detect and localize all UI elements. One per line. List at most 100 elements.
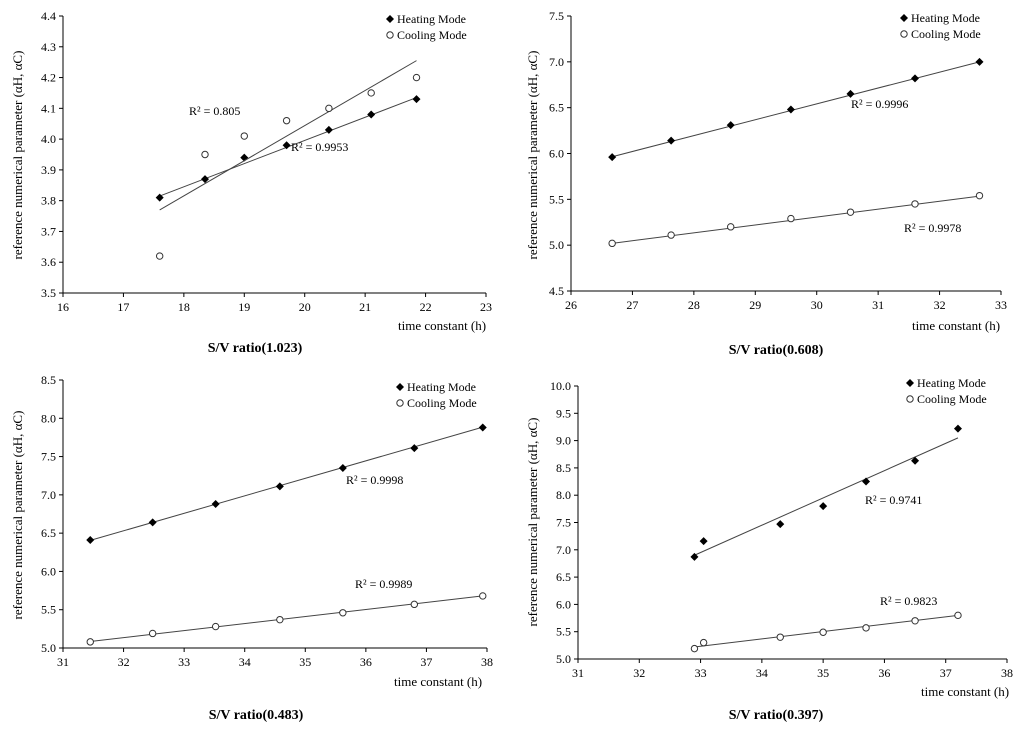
x-tick-label: 28 — [688, 298, 700, 312]
legend-label: Cooling Mode — [397, 28, 467, 42]
r-squared-label: R² = 0.9823 — [880, 594, 937, 608]
legend: Heating Mode Cooling Mode — [900, 11, 981, 41]
y-tick-label: 8.5 — [41, 373, 56, 387]
heating-data-point — [975, 57, 984, 66]
y-tick-label: 7.0 — [549, 55, 564, 69]
r-squared-label: R² = 0.9998 — [346, 473, 403, 487]
x-axis-label: time constant (h) — [912, 318, 1000, 333]
x-tick-label: 16 — [57, 300, 69, 314]
legend-heating-marker — [900, 14, 908, 22]
x-tick-label: 37 — [420, 655, 432, 669]
legend-heating-marker — [386, 15, 394, 23]
x-tick-label: 20 — [299, 300, 311, 314]
x-axis-label: time constant (h) — [394, 674, 482, 689]
legend: Heating Mode Cooling Mode — [386, 12, 467, 42]
legend: Heating Mode Cooling Mode — [396, 380, 477, 410]
chart-caption: S/V ratio(0.608) — [729, 343, 824, 358]
cooling-data-point — [367, 89, 375, 97]
x-tick-label: 33 — [178, 655, 190, 669]
cooling-data-point — [410, 600, 419, 609]
y-tick-label: 6.5 — [556, 570, 571, 584]
cooling-data-point — [240, 132, 248, 140]
x-tick-label: 32 — [934, 298, 946, 312]
heating-data-point — [412, 95, 421, 104]
y-tick-label: 4.5 — [549, 284, 564, 298]
cooling-trendline — [159, 60, 417, 211]
legend-cooling-marker — [386, 31, 394, 39]
legend-heating-marker — [396, 383, 404, 391]
chart-panel-2: 4.5 5.0 5.5 6.0 6.5 7.0 7.5 26 27 28 29 30 31 32 33 R² … — [525, 9, 1007, 358]
x-tick-label: 22 — [420, 300, 432, 314]
heating-data-point — [862, 477, 871, 486]
cooling-data-point — [911, 200, 919, 208]
x-tick-label: 38 — [481, 655, 493, 669]
x-tick-label: 35 — [817, 666, 829, 680]
heating-data-point — [786, 105, 795, 114]
y-tick-label: 5.5 — [556, 625, 571, 639]
y-tick-label: 5.5 — [41, 603, 56, 617]
r-squared-label: R² = 0.9996 — [851, 97, 908, 111]
x-tick-label: 30 — [811, 298, 823, 312]
y-tick-label: 10.0 — [550, 379, 571, 393]
legend-label: Heating Mode — [397, 12, 466, 26]
x-tick-label: 18 — [178, 300, 190, 314]
heating-data-point — [275, 482, 284, 491]
cooling-data-point — [339, 609, 347, 617]
heating-data-point — [324, 125, 333, 134]
x-tick-label: 33 — [695, 666, 707, 680]
x-tick-label: 33 — [995, 298, 1007, 312]
y-tick-label: 7.0 — [41, 488, 56, 502]
heating-data-point — [726, 121, 735, 130]
y-tick-label: 7.5 — [41, 450, 56, 464]
heating-trendline — [612, 61, 980, 158]
x-tick-label: 31 — [872, 298, 884, 312]
y-tick-label: 8.0 — [41, 411, 56, 425]
x-axis-label: time constant (h) — [921, 684, 1009, 699]
heating-data-point — [911, 456, 920, 465]
x-tick-label: 29 — [749, 298, 761, 312]
x-tick-label: 31 — [57, 655, 69, 669]
cooling-data-point — [954, 611, 962, 620]
legend-label: Cooling Mode — [407, 396, 477, 410]
x-tick-label: 35 — [299, 655, 311, 669]
cooling-data-point — [727, 223, 735, 231]
y-tick-label: 8.5 — [556, 461, 571, 475]
x-tick-label: 26 — [565, 298, 577, 312]
x-tick-label: 38 — [1001, 666, 1013, 680]
heating-data-point — [690, 552, 699, 561]
y-tick-label: 5.5 — [549, 192, 564, 206]
heating-data-point — [282, 141, 291, 150]
heating-data-point — [367, 110, 376, 119]
y-tick-label: 5.0 — [556, 652, 571, 666]
x-tick-label: 32 — [633, 666, 645, 680]
cooling-data-point — [412, 73, 421, 82]
legend-cooling-marker — [906, 395, 914, 403]
y-axis-label: reference numerical parameter (αH, αC) — [525, 418, 540, 627]
cooling-data-point — [699, 638, 708, 647]
r-squared-label: R² = 0.9989 — [355, 577, 412, 591]
x-tick-label: 19 — [238, 300, 250, 314]
y-tick-label: 9.5 — [556, 406, 571, 420]
x-tick-label: 27 — [626, 298, 638, 312]
heating-data-point — [608, 153, 617, 162]
cooling-data-point — [276, 615, 284, 624]
x-tick-label: 21 — [359, 300, 371, 314]
y-tick-label: 7.5 — [549, 9, 564, 23]
y-tick-label: 4.1 — [41, 101, 56, 115]
cooling-data-point — [776, 633, 784, 641]
r-squared-label: R² = 0.805 — [189, 104, 240, 118]
chart-panel-3: 5.0 5.5 6.0 6.5 7.0 7.5 8.0 8.5 31 32 33 34 35 36 37 38… — [10, 373, 493, 723]
y-tick-label: 6.0 — [41, 564, 56, 578]
cooling-data-point — [86, 638, 94, 646]
heating-data-point — [953, 424, 962, 433]
heating-trendline — [90, 426, 483, 541]
chart-panel-1: 3.5 3.6 3.7 3.8 3.9 4.0 4.1 4.2 4.3 4.4 16 17 18 19 20… — [10, 9, 492, 356]
heating-data-point — [155, 193, 164, 202]
y-tick-label: 8.0 — [556, 488, 571, 502]
y-tick-label: 5.0 — [41, 641, 56, 655]
x-tick-label: 32 — [118, 655, 130, 669]
x-tick-label: 23 — [480, 300, 492, 314]
cooling-trendline — [612, 195, 980, 244]
cooling-data-point — [911, 617, 919, 625]
y-axis-label: reference numerical parameter (αH, αC) — [10, 51, 25, 260]
